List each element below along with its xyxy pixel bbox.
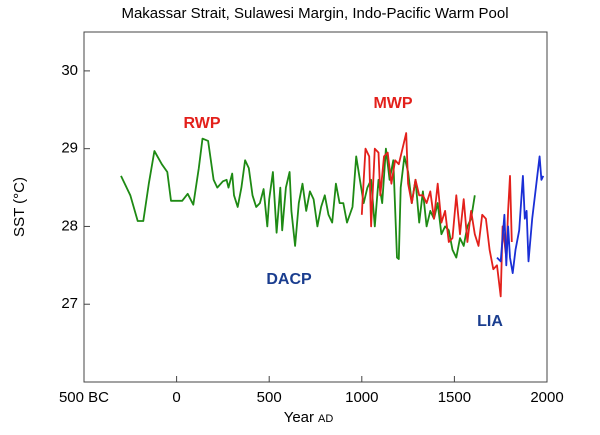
x-tick-label: 1500 [438, 389, 471, 406]
series-line [120, 137, 476, 260]
plot-frame [83, 31, 548, 383]
chart-title: Makassar Strait, Sulawesi Margin, Indo-P… [121, 5, 508, 22]
x-tick-label: 500 [257, 389, 282, 406]
y-tick-label: 27 [61, 295, 78, 312]
annotation: MWP [373, 95, 412, 112]
annotation: RWP [183, 115, 220, 132]
annotation: DACP [266, 271, 312, 288]
annotation: LIA [477, 313, 503, 330]
y-tick-label: 29 [61, 140, 78, 157]
x-tick-label: 1000 [345, 389, 378, 406]
x-tick-label: 2000 [530, 389, 563, 406]
x-axis-label-suffix: AD [318, 413, 333, 425]
x-tick-label: 0 [172, 389, 180, 406]
x-tick-label: 500 BC [59, 389, 109, 406]
y-tick-label: 30 [61, 62, 78, 79]
series-line [360, 132, 513, 298]
x-axis-label: Year [284, 409, 314, 426]
series-line [496, 155, 545, 274]
y-tick-label: 28 [61, 217, 78, 234]
y-axis-label: SST (°C) [11, 177, 28, 237]
